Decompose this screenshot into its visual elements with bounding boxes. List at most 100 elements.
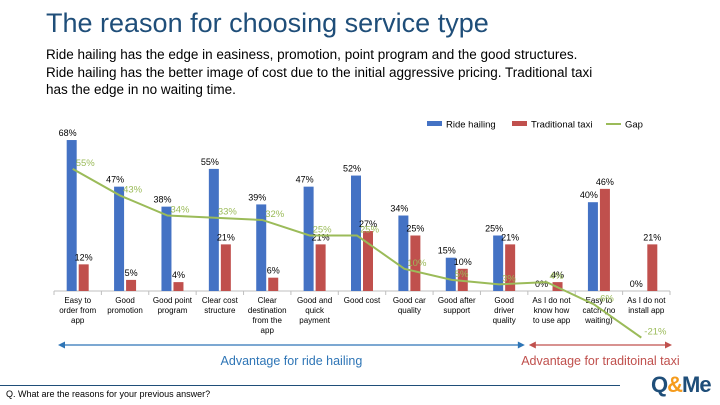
x-tick-label: promotion [107, 306, 143, 315]
x-tick-label: Clear cost [202, 296, 239, 305]
x-tick-label: Good [494, 296, 514, 305]
bar-label-traditional-taxi: 25% [406, 224, 424, 234]
bar-ride-hailing [398, 215, 409, 291]
line-label-gap: 4% [550, 271, 564, 282]
bar-traditional-taxi [599, 188, 610, 291]
x-tick-label: support [443, 306, 470, 315]
series-line-gap [72, 168, 642, 339]
bar-label-traditional-taxi: 21% [217, 232, 235, 242]
bar-traditional-taxi [173, 282, 184, 291]
bar-traditional-taxi [647, 244, 658, 291]
bar-label-ride-hailing: 34% [390, 204, 408, 214]
arrow-head-right [517, 341, 525, 349]
bar-label-traditional-taxi: 4% [551, 270, 564, 280]
logo-amp: & [667, 372, 683, 397]
bar-label-traditional-taxi: 46% [596, 177, 614, 187]
x-tick-label: quick [305, 306, 325, 315]
x-tick-label: app [261, 326, 275, 335]
x-tick-label: know how [534, 306, 570, 315]
line-label-gap: 33% [218, 207, 238, 218]
bar-traditional-taxi [505, 244, 516, 291]
bar-label-ride-hailing: 0% [630, 279, 643, 289]
bar-label-traditional-taxi: 12% [75, 252, 93, 262]
bar-traditional-taxi [315, 244, 326, 291]
line-label-gap: 34% [170, 205, 190, 216]
annotation-traditional-taxi: Advantage for traditoinal taxi [521, 354, 679, 368]
bar-traditional-taxi [457, 268, 468, 291]
bar-ride-hailing [161, 206, 172, 291]
subtitle-line-2: Ride hailing has the better image of cos… [46, 64, 593, 80]
line-label-gap: 25% [360, 225, 380, 236]
x-tick-label: As I do not [532, 296, 571, 305]
x-tick-label: Clear [258, 296, 277, 305]
x-tick-label: payment [299, 316, 330, 325]
line-label-gap: 43% [123, 185, 143, 196]
bar-label-ride-hailing: 15% [438, 246, 456, 256]
bar-label-traditional-taxi: 6% [267, 266, 280, 276]
bar-label-ride-hailing: 40% [580, 190, 598, 200]
bar-label-ride-hailing: 25% [485, 224, 503, 234]
x-tick-label: As I do not [627, 296, 666, 305]
bar-label-traditional-taxi: 27% [359, 219, 377, 229]
x-tick-label: catch (no [582, 306, 615, 315]
bar-label-traditional-taxi: 21% [312, 232, 330, 242]
logo-q: Q [651, 372, 668, 397]
bar-label-ride-hailing: 38% [153, 195, 171, 205]
legend-label: Gap [625, 120, 643, 131]
bar-ride-hailing [303, 186, 314, 291]
bar-label-ride-hailing: 39% [248, 192, 266, 202]
x-tick-label: Good car [393, 296, 426, 305]
x-tick-label: quality [493, 316, 516, 325]
bar-label-traditional-taxi: 10% [454, 257, 472, 267]
legend-swatch [427, 121, 442, 126]
x-tick-label: Good cost [344, 296, 381, 305]
x-tick-label: install app [628, 306, 665, 315]
subtitle: Ride hailing has the edge in easiness, p… [46, 46, 711, 99]
line-label-gap: -6% [597, 293, 614, 304]
subtitle-line-1: Ride hailing has the edge in easiness, p… [46, 47, 578, 62]
x-tick-label: waiting) [584, 316, 613, 325]
qme-logo: Q&Me [651, 372, 712, 398]
bar-label-ride-hailing: 52% [343, 164, 361, 174]
x-tick-label: from the [253, 316, 283, 325]
bar-label-ride-hailing: 68% [59, 128, 77, 138]
line-label-gap: 25% [313, 225, 333, 236]
x-tick-label: destination [248, 306, 287, 315]
logo-me: Me [682, 372, 712, 397]
x-tick-label: structure [204, 306, 236, 315]
x-tick-label: order from [59, 306, 96, 315]
line-label-gap: 55% [76, 158, 96, 169]
line-label-gap: 10% [407, 258, 427, 269]
bar-traditional-taxi [78, 264, 89, 291]
legend-label: Ride hailing [446, 120, 496, 131]
x-tick-label: driver [494, 306, 514, 315]
bar-label-ride-hailing: 55% [201, 157, 219, 167]
bar-traditional-taxi [126, 279, 137, 291]
bar-label-traditional-taxi: 5% [125, 268, 138, 278]
bar-ride-hailing [493, 235, 504, 291]
x-tick-label: app [71, 316, 85, 325]
x-tick-label: quality [398, 306, 421, 315]
bar-ride-hailing [256, 204, 267, 291]
bar-ride-hailing [66, 140, 77, 291]
subtitle-line-3: has the edge in no waiting time. [46, 82, 236, 97]
legend-label: Traditional taxi [531, 120, 592, 131]
bar-ride-hailing [445, 257, 456, 291]
legend-swatch [512, 121, 527, 126]
x-tick-label: program [158, 306, 188, 315]
x-tick-label: Good after [438, 296, 476, 305]
line-label-gap: 32% [265, 209, 285, 220]
footer-question: Q. What are the reasons for your previou… [6, 389, 211, 399]
arrow-head-left [58, 341, 65, 349]
bar-traditional-taxi [268, 277, 279, 291]
x-tick-label: Good [115, 296, 135, 305]
bar-traditional-taxi [363, 231, 373, 291]
bar-label-traditional-taxi: 21% [643, 232, 661, 242]
bar-label-ride-hailing: 0% [535, 279, 548, 289]
footer-divider [0, 385, 620, 386]
x-tick-label: Good point [153, 296, 193, 305]
annotation-ride-hailing: Advantage for ride hailing [221, 354, 363, 368]
bar-ride-hailing [351, 175, 361, 291]
bar-traditional-taxi [220, 244, 231, 291]
